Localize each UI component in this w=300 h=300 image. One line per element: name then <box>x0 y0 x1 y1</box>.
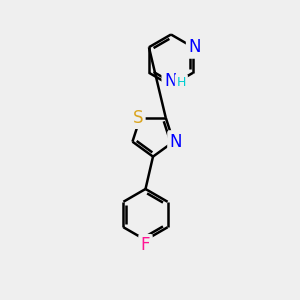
Text: S: S <box>133 109 143 127</box>
Text: N: N <box>164 72 176 90</box>
Text: H: H <box>177 76 186 89</box>
Text: N: N <box>170 133 182 151</box>
Text: N: N <box>188 38 201 56</box>
Text: F: F <box>141 236 150 254</box>
